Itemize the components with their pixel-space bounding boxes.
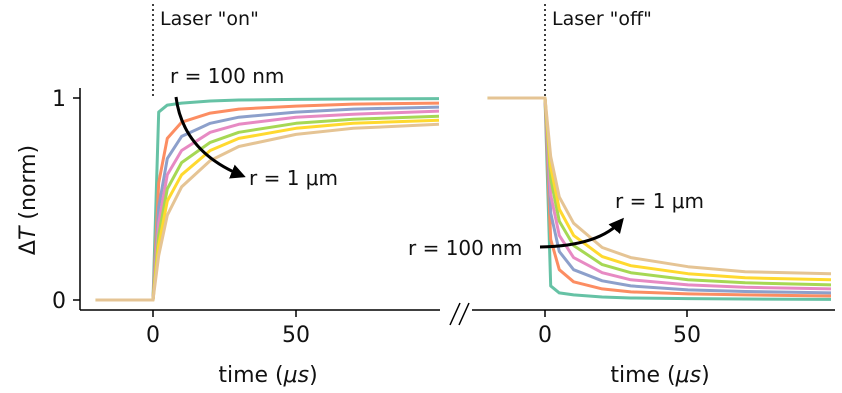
x-tick-right-0: 0 bbox=[538, 310, 552, 348]
x-axis-label-right: time (μs) bbox=[610, 363, 709, 388]
series-line-heating-5 bbox=[95, 114, 440, 302]
series-line-heating-3 bbox=[95, 105, 440, 302]
y-axis-label: ΔT (norm) bbox=[16, 145, 41, 255]
series-group-heating bbox=[95, 97, 440, 302]
y-tick-label-0: 0 bbox=[52, 289, 66, 314]
x-axis-label-right-prefix: time ( bbox=[610, 363, 675, 388]
series-group-cooling bbox=[487, 96, 832, 301]
x-tick-label-left-50: 50 bbox=[282, 323, 310, 348]
y-tick-1: 1 bbox=[52, 87, 80, 112]
annotation-r-100nm-right: r = 100 nm bbox=[408, 236, 522, 260]
x-tick-label-left-0: 0 bbox=[146, 323, 160, 348]
x-axis-label-right-unit: μs bbox=[675, 363, 701, 388]
x-tick-left-50: 50 bbox=[282, 310, 310, 348]
x-tick-label-right-50: 50 bbox=[673, 323, 701, 348]
y-tick-0: 0 bbox=[52, 289, 80, 314]
annotation-arrow-left bbox=[174, 96, 246, 179]
series-line-heating-7 bbox=[95, 122, 440, 302]
annotation-r-1um-left: r = 1 μm bbox=[249, 166, 338, 190]
axis-break-mark bbox=[449, 302, 470, 326]
series-line-cooling-7 bbox=[487, 96, 832, 276]
annotation-arrow-right bbox=[539, 217, 624, 249]
x-tick-right-50: 50 bbox=[673, 310, 701, 348]
y-axis-label-prefix: Δ bbox=[16, 240, 41, 255]
annotation-r-1um-right: r = 1 μm bbox=[615, 189, 704, 213]
series-line-heating-6 bbox=[95, 118, 440, 302]
series-line-heating-1 bbox=[95, 97, 440, 302]
x-axis-label-left-prefix: time ( bbox=[218, 363, 283, 388]
x-axis-label-left-suffix: ) bbox=[309, 363, 318, 388]
laser-on-label: Laser "on" bbox=[160, 8, 259, 30]
panel-heating: Laser "on" 1 0 0 50 time (μs) ΔT (norm) … bbox=[16, 4, 440, 388]
y-axis-label-suffix: (norm) bbox=[16, 145, 41, 227]
y-tick-label-1: 1 bbox=[52, 87, 66, 112]
x-tick-left-0: 0 bbox=[146, 310, 160, 348]
annotation-r-100nm-left: r = 100 nm bbox=[170, 64, 284, 88]
y-axis-label-var: T bbox=[16, 225, 41, 240]
laser-off-label: Laser "off" bbox=[552, 8, 652, 30]
x-axis-label-right-suffix: ) bbox=[701, 363, 710, 388]
panel-cooling: Laser "off" 0 50 time (μs) r = 100 nm r … bbox=[408, 4, 835, 388]
x-axis-label-left-unit: μs bbox=[283, 363, 309, 388]
x-tick-label-right-0: 0 bbox=[538, 323, 552, 348]
x-axis-label-left: time (μs) bbox=[218, 363, 317, 388]
